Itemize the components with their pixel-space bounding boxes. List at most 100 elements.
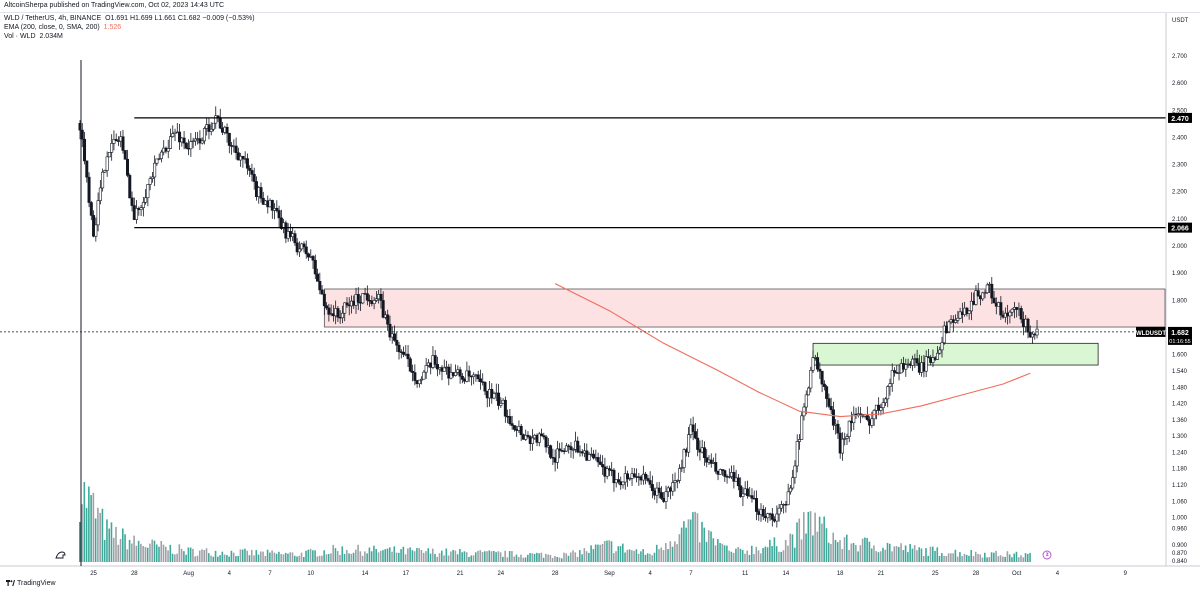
volume-bar — [866, 538, 868, 562]
volume-bar — [228, 556, 230, 562]
volume-bar — [560, 558, 563, 562]
volume-bar — [128, 539, 131, 562]
volume-bar — [995, 550, 997, 562]
volume-bar — [309, 548, 312, 562]
candle-up — [687, 434, 691, 453]
candle-down — [182, 137, 186, 144]
volume-bar — [798, 518, 801, 562]
volume-bar — [624, 552, 626, 562]
volume-bar — [318, 555, 321, 562]
price-tick-label: 1.600 — [1172, 353, 1188, 359]
volume-bar — [886, 542, 889, 562]
candle-down — [245, 158, 249, 169]
volume-bar — [142, 545, 144, 562]
volume-bar — [194, 556, 196, 562]
volume-bar — [911, 548, 914, 562]
volume-bar — [950, 553, 952, 562]
volume-bar — [676, 544, 678, 562]
zone-resistance — [323, 288, 1166, 328]
ema-200-line — [554, 283, 1031, 418]
candle-down — [467, 370, 471, 377]
volume-bar — [671, 546, 674, 562]
volume-bar — [246, 550, 249, 562]
volume-bar — [481, 551, 484, 562]
candle-up — [374, 298, 378, 301]
candle-up — [564, 445, 568, 452]
volume-bar — [622, 543, 624, 562]
publisher-text: AltcoinSherpa published on TradingView.c… — [4, 2, 225, 9]
candle-down — [313, 259, 317, 275]
candle-down — [508, 416, 512, 424]
volume-bar — [271, 550, 273, 562]
candle-down — [325, 305, 329, 309]
candle-down — [85, 160, 89, 178]
volume-bar — [723, 545, 726, 562]
volume-bar — [280, 554, 282, 562]
time-tick-label: 4 — [648, 571, 652, 577]
volume-bar — [402, 546, 405, 562]
candle-down — [413, 372, 417, 381]
price-tick-label: 2.700 — [1172, 54, 1188, 60]
candle-up — [985, 284, 989, 293]
volume-bar — [685, 527, 687, 562]
candle-up — [101, 171, 105, 189]
candle-down — [818, 368, 822, 372]
volume-bar — [852, 543, 855, 562]
candle-down — [510, 423, 514, 426]
candle-down — [519, 426, 523, 436]
volume-bar — [963, 553, 966, 562]
volume-bar — [678, 534, 681, 562]
volume-bar — [395, 552, 398, 562]
candle-up — [809, 370, 813, 389]
volume-bar — [750, 545, 753, 562]
time-tick-label: Aug — [183, 571, 194, 577]
candle-down — [478, 378, 482, 383]
volume-bar — [119, 538, 122, 562]
candle-up — [958, 311, 962, 319]
volume-bar — [893, 546, 896, 562]
volume-bar — [124, 534, 126, 562]
tradingview-brand[interactable]: TradingView — [6, 580, 56, 587]
volume-bar — [266, 549, 269, 562]
candle-down — [745, 488, 749, 496]
volume-bar — [757, 550, 760, 562]
candle-down — [252, 174, 256, 182]
volume-bar — [635, 549, 638, 562]
volume-bar — [257, 554, 260, 562]
volume-bar — [436, 556, 439, 562]
volume-bar — [235, 556, 237, 562]
volume-bar — [343, 553, 346, 562]
candle-up — [883, 398, 887, 403]
volume-bar — [85, 507, 88, 562]
volume-bar — [626, 549, 629, 562]
volume-bar — [916, 550, 918, 562]
volume-bar — [185, 554, 187, 562]
volume-bar — [667, 549, 669, 562]
candle-up — [840, 438, 844, 454]
candle-up — [191, 140, 195, 143]
volume-bar — [171, 553, 174, 562]
volume-bar — [486, 551, 488, 562]
volume-bar — [782, 550, 785, 562]
volume-bar — [513, 556, 515, 562]
volume-bar — [778, 551, 780, 562]
volume-bar — [590, 545, 592, 562]
volume-bar — [825, 528, 828, 562]
volume-bar — [293, 555, 296, 562]
volume-bar — [651, 555, 654, 562]
volume-bar — [269, 552, 271, 562]
volume-bar — [902, 550, 905, 562]
candle-up — [537, 433, 541, 443]
volume-bar — [1020, 555, 1022, 562]
candle-down — [460, 375, 464, 380]
volume-bar — [350, 553, 353, 562]
volume-bar — [870, 548, 873, 562]
volume-bar — [968, 555, 970, 562]
time-tick-label: 28 — [552, 571, 559, 577]
candle-up — [940, 342, 944, 351]
candle-down — [926, 356, 930, 358]
volume-bar — [463, 551, 466, 562]
volume-bar — [135, 545, 138, 562]
candle-down — [270, 199, 274, 211]
